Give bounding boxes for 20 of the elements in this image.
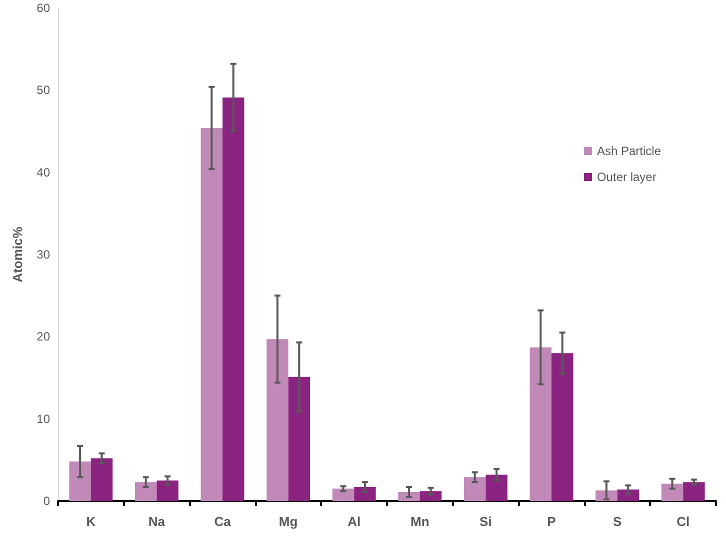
- y-tick-label: 40: [36, 165, 50, 180]
- x-tick-label: Mg: [278, 514, 298, 529]
- x-tick-label: Al: [348, 514, 361, 529]
- y-tick-label: 0: [43, 494, 50, 508]
- y-tick-label: 60: [36, 1, 50, 15]
- y-tick-label: 10: [36, 412, 50, 426]
- x-tick-label: Si: [480, 514, 492, 529]
- x-tick-label: K: [86, 514, 96, 529]
- y-tick-label: 50: [36, 83, 50, 98]
- y-tick-label: 20: [36, 330, 50, 344]
- x-tick-label: Cl: [676, 514, 690, 529]
- y-tick-label: 30: [36, 248, 50, 262]
- legend-label: Outer layer: [596, 170, 656, 184]
- x-tick-label: Na: [148, 514, 166, 529]
- x-tick-label: Ca: [214, 514, 232, 529]
- legend-label: Ash Particle: [596, 144, 662, 158]
- x-tick-label: P: [547, 514, 556, 529]
- x-tick-label: Mn: [410, 514, 430, 529]
- x-tick-label: S: [612, 514, 622, 529]
- y-axis-title: Atomic%: [10, 226, 25, 282]
